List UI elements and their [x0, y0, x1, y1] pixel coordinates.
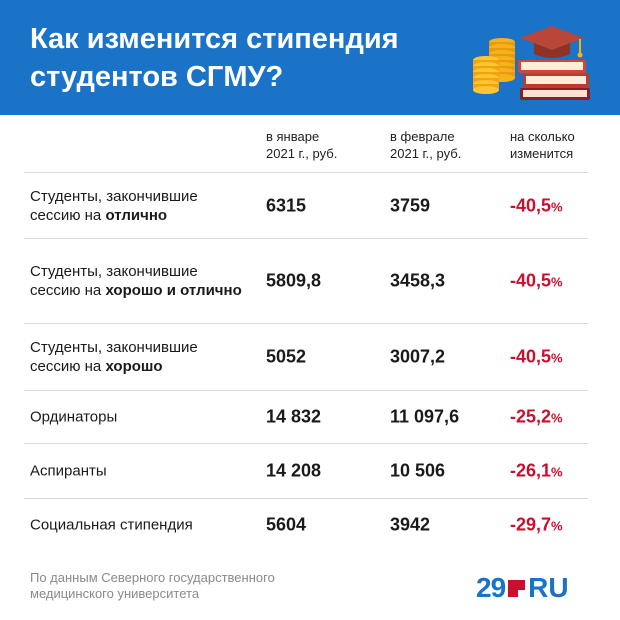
- january-value: 5052: [266, 346, 307, 367]
- column-header-january: в январе 2021 г., руб.: [266, 128, 376, 162]
- change-value: -40,5%: [510, 271, 563, 292]
- column-header-february-line2: 2021 г., руб.: [390, 146, 462, 161]
- row-label-text: Студенты, закончившие сессию на: [30, 263, 198, 299]
- table-header: в январе 2021 г., руб. в феврале 2021 г.…: [24, 118, 588, 173]
- change-unit: %: [551, 199, 563, 214]
- row-label: Студенты, закончившие сессию на отлично: [30, 187, 250, 225]
- february-value: 3007,2: [390, 346, 446, 367]
- change-number: -40,5: [510, 346, 552, 367]
- row-label: Студенты, закончившие сессию на хорошо и…: [30, 262, 250, 300]
- table-row: Ординаторы 14 832 11 097,6 -25,2%: [24, 391, 588, 444]
- logo-suffix: RU: [528, 572, 569, 603]
- row-label-bold: отлично: [105, 206, 168, 224]
- february-value: 3458,3: [390, 270, 446, 291]
- january-value: 14 832: [266, 406, 322, 427]
- source-note: По данным Северного государственного мед…: [30, 570, 350, 602]
- row-label: Ординаторы: [30, 408, 250, 427]
- column-header-january-line2: 2021 г., руб.: [266, 146, 338, 161]
- table-row: Аспиранты 14 208 10 506 -26,1%: [24, 444, 588, 499]
- row-label-text: Ординаторы: [30, 408, 118, 426]
- logo-square-icon: [508, 579, 526, 597]
- change-value: -25,2%: [510, 407, 563, 428]
- january-value: 5809,8: [266, 270, 322, 291]
- column-header-change-line1: на сколько: [510, 129, 575, 144]
- source-line-1: По данным Северного государственного: [30, 570, 275, 585]
- logo-number: 29: [476, 572, 506, 603]
- column-header-february-line1: в феврале: [390, 129, 455, 144]
- table-row: Студенты, закончившие сессию на хорошо 5…: [24, 324, 588, 391]
- row-label-bold: хорошо и отлично: [105, 282, 242, 299]
- header-banner: Как изменится стипендия студентов СГМУ?: [0, 0, 620, 115]
- row-label-text: Студенты, закончившие сессию на: [30, 339, 198, 375]
- february-value: 3759: [390, 195, 431, 215]
- source-line-2: медицинского университета: [30, 586, 200, 601]
- column-header-change: на сколько изменится: [510, 128, 600, 162]
- change-unit: %: [551, 274, 563, 290]
- change-value: -26,1%: [510, 461, 563, 482]
- change-value: -40,5%: [510, 195, 563, 216]
- january-value: 14 208: [266, 460, 322, 481]
- row-label-text: Аспиранты: [30, 462, 107, 480]
- change-number: -25,2: [510, 406, 552, 427]
- table-row: Студенты, закончившие сессию на отлично …: [24, 173, 588, 239]
- change-value: -40,5%: [510, 347, 563, 368]
- january-value: 6315: [266, 195, 307, 215]
- table-row: Студенты, закончившие сессию на хорошо и…: [24, 239, 588, 324]
- column-header-change-line2: изменится: [510, 146, 574, 161]
- change-number: -40,5: [510, 195, 552, 215]
- change-number: -29,7: [510, 514, 552, 535]
- row-label: Аспиранты: [30, 462, 250, 481]
- column-header-february: в феврале 2021 г., руб.: [390, 128, 500, 162]
- title-line-1: Как изменится стипендия: [30, 23, 399, 55]
- row-label: Социальная стипендия: [30, 516, 250, 535]
- change-unit: %: [551, 464, 563, 480]
- february-value: 3942: [390, 514, 431, 535]
- row-label-text: Студенты, закончившие сессию на: [30, 187, 198, 224]
- row-label-bold: хорошо: [105, 358, 163, 375]
- row-label-text: Социальная стипендия: [30, 516, 193, 534]
- change-value: -29,7%: [510, 515, 563, 536]
- title-line-2: студентов СГМУ?: [30, 61, 284, 93]
- february-value: 10 506: [390, 460, 446, 481]
- change-unit: %: [551, 350, 563, 366]
- change-number: -40,5: [510, 270, 552, 291]
- change-unit: %: [551, 410, 563, 426]
- site-logo[interactable]: 29 RU: [476, 570, 569, 606]
- stipend-table: в январе 2021 г., руб. в феврале 2021 г.…: [24, 118, 588, 551]
- change-unit: %: [551, 518, 563, 534]
- row-label: Студенты, закончившие сессию на хорошо: [30, 338, 250, 376]
- page-title: Как изменится стипендия студентов СГМУ?: [30, 20, 460, 96]
- change-number: -26,1: [510, 460, 552, 481]
- table-row: Социальная стипендия 5604 3942 -29,7%: [24, 499, 588, 551]
- february-value: 11 097,6: [390, 406, 460, 427]
- coins-and-books-graduation-cap-icon: [473, 26, 590, 100]
- january-value: 5604: [266, 514, 307, 535]
- column-header-january-line1: в январе: [266, 129, 320, 144]
